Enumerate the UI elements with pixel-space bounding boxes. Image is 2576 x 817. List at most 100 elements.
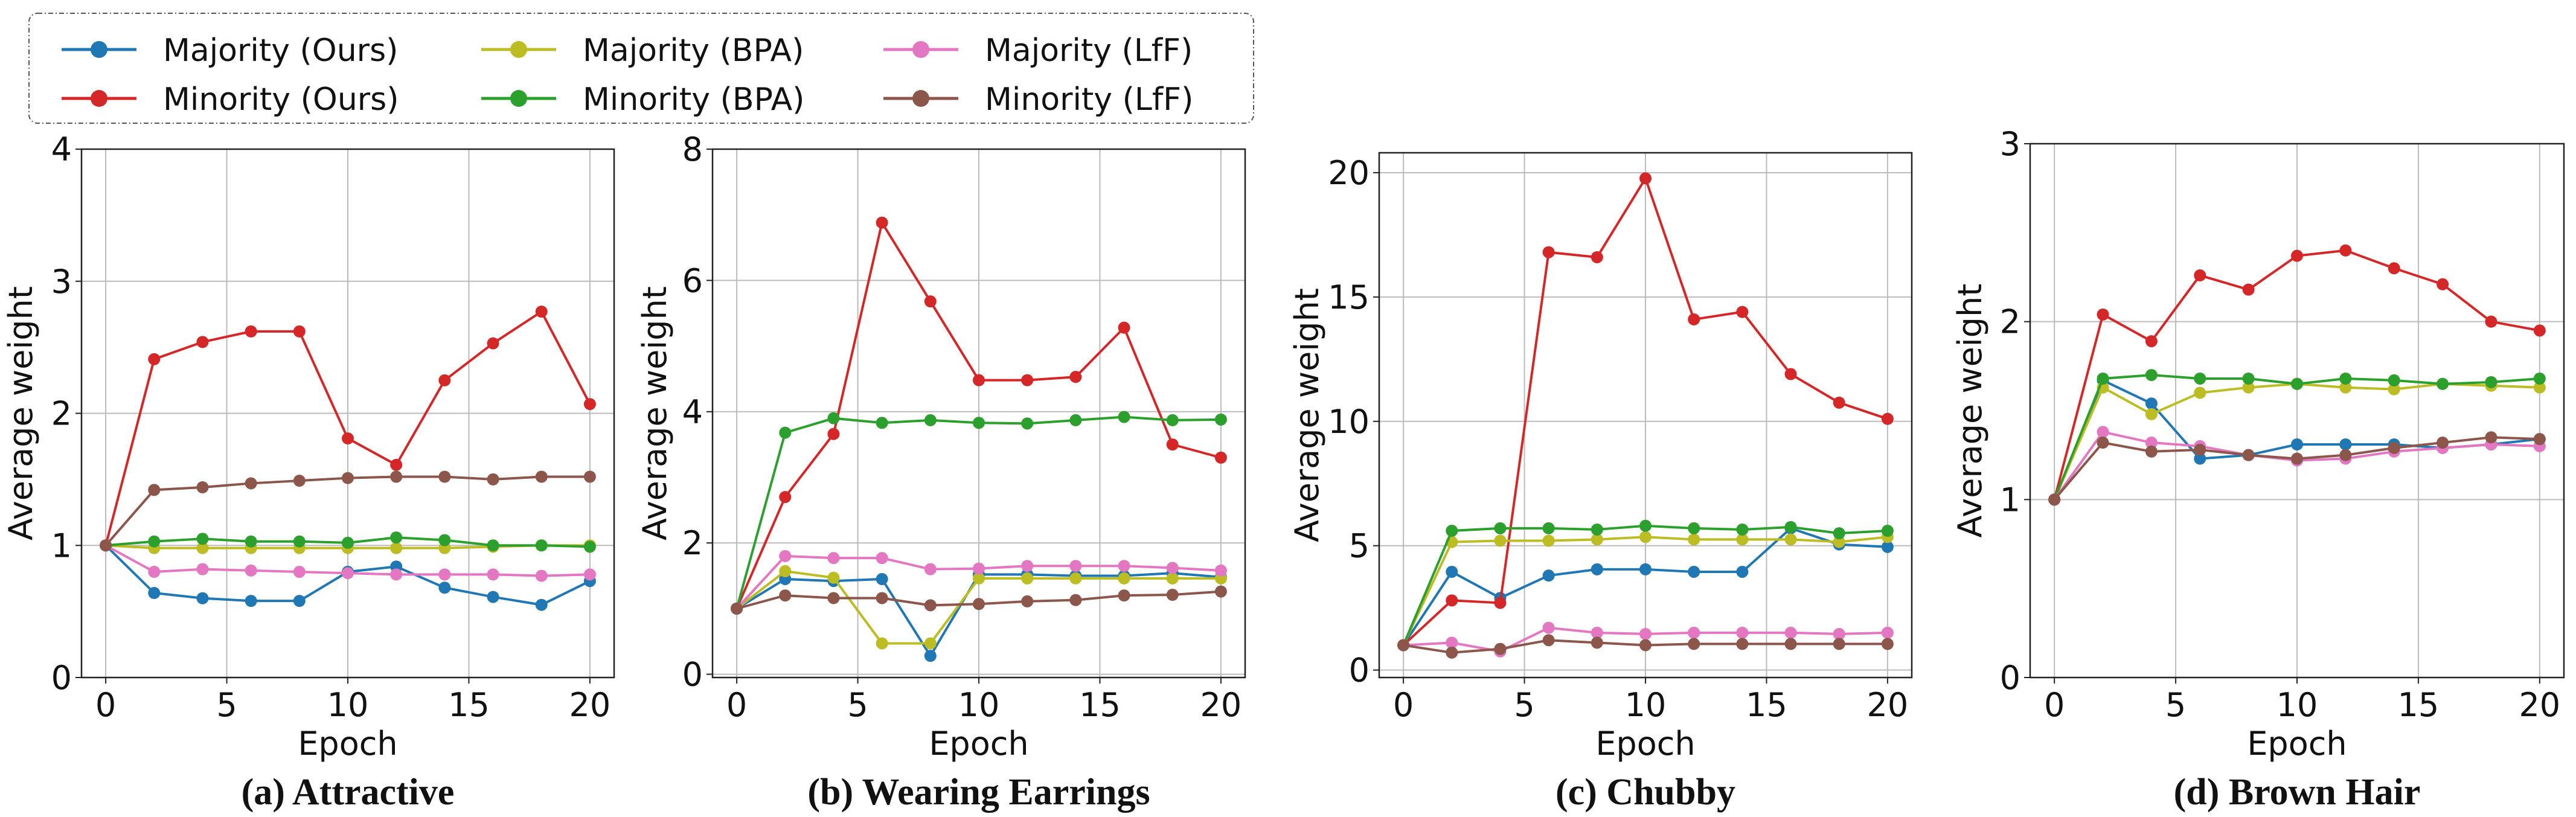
y-tick-label: 4 — [682, 393, 703, 431]
data-point — [2437, 278, 2449, 290]
data-point — [196, 336, 209, 348]
legend-label: Minority (Ours) — [163, 82, 399, 118]
data-point — [293, 325, 306, 338]
legend-entry: Minority (LfF) — [883, 82, 1193, 118]
data-point — [1688, 313, 1700, 325]
y-tick-label: 1 — [51, 527, 72, 565]
legend-marker — [912, 90, 929, 107]
axes-frame — [1378, 152, 1913, 679]
data-point — [1639, 563, 1652, 575]
subplot-caption: (a) Attractive — [242, 772, 455, 813]
data-point — [1494, 642, 1507, 655]
data-point — [196, 592, 209, 604]
x-tick-label: 20 — [2519, 686, 2560, 724]
data-point — [2533, 324, 2546, 337]
data-point — [1881, 638, 1894, 650]
data-point — [973, 572, 985, 585]
legend-entry: Majority (Ours) — [62, 33, 398, 69]
data-point — [1118, 321, 1130, 334]
data-point — [583, 540, 596, 553]
data-point — [2145, 445, 2158, 458]
data-point — [1069, 560, 1082, 572]
data-point — [293, 475, 306, 487]
y-axis-label: Average weight — [1951, 284, 1989, 538]
data-point — [1069, 414, 1082, 426]
data-point — [438, 534, 451, 546]
data-point — [1736, 565, 1749, 578]
data-point — [827, 571, 840, 584]
data-point — [487, 591, 499, 603]
axes-frame — [80, 148, 615, 679]
y-axis-label: Average weight — [1288, 288, 1326, 542]
data-point — [2194, 452, 2206, 465]
data-point — [1736, 306, 1749, 318]
data-point — [583, 398, 596, 411]
y-tick-label: 20 — [1328, 154, 1370, 192]
data-point — [293, 535, 306, 548]
data-point — [2437, 437, 2449, 449]
data-point — [148, 535, 161, 548]
x-tick-label: 20 — [1200, 686, 1242, 724]
data-point — [1118, 572, 1130, 585]
data-point — [2097, 308, 2109, 321]
data-point — [2533, 381, 2546, 394]
y-axis-label: Average weight — [2, 286, 40, 540]
data-point — [1688, 533, 1700, 546]
x-tick-label: 5 — [2165, 686, 2186, 724]
x-axis-label: Epoch — [298, 725, 397, 763]
data-point — [1784, 626, 1797, 639]
data-point — [2485, 315, 2498, 328]
data-point — [876, 592, 888, 604]
data-point — [2145, 335, 2158, 348]
legend-label: Minority (BPA) — [583, 82, 804, 118]
y-axis-label: Average weight — [636, 286, 674, 540]
data-point — [245, 564, 257, 577]
data-point — [535, 569, 548, 582]
data-point — [2485, 431, 2498, 444]
y-tick-label: 5 — [1349, 527, 1370, 565]
data-point — [2145, 408, 2158, 420]
data-point — [2388, 383, 2400, 396]
x-tick-label: 10 — [327, 686, 369, 724]
data-point — [1542, 522, 1555, 534]
subplot-3: 0 5 10 15 20 0 5 10 15 20 Epoch Average weight (c) C… — [1288, 152, 1913, 813]
data-point — [390, 542, 403, 554]
data-point — [2291, 452, 2303, 465]
data-point — [583, 568, 596, 581]
data-point — [1021, 560, 1034, 572]
data-point — [438, 568, 451, 581]
data-point — [2194, 372, 2206, 385]
data-point — [1833, 396, 1845, 409]
y-tick-label: 15 — [1328, 278, 1370, 316]
x-axis-label: Epoch — [929, 725, 1028, 763]
data-point — [2339, 244, 2352, 257]
data-point — [487, 539, 499, 552]
x-tick-label: 0 — [1393, 686, 1414, 724]
x-axis-label: Epoch — [1595, 725, 1695, 763]
data-point — [1166, 572, 1179, 585]
data-point — [1591, 523, 1603, 536]
data-point — [390, 531, 403, 544]
data-point — [1542, 621, 1555, 634]
legend-label: Majority (BPA) — [583, 33, 804, 69]
data-point — [100, 539, 112, 552]
data-point — [535, 598, 548, 611]
data-point — [779, 491, 792, 504]
data-point — [1214, 413, 1227, 426]
legend-entry: Majority (LfF) — [883, 33, 1193, 69]
data-point — [1881, 626, 1894, 639]
data-point — [779, 589, 792, 602]
y-tick-label: 0 — [1349, 652, 1370, 690]
legend-marker — [91, 41, 107, 58]
data-point — [535, 470, 548, 483]
x-tick-label: 5 — [216, 686, 237, 724]
series-minority-lff — [100, 470, 596, 552]
data-point — [1881, 525, 1894, 537]
data-point — [245, 477, 257, 490]
y-tick-label: 6 — [682, 261, 703, 300]
data-point — [342, 567, 354, 580]
data-point — [2242, 449, 2255, 461]
data-point — [1736, 523, 1749, 536]
data-point — [973, 374, 985, 386]
